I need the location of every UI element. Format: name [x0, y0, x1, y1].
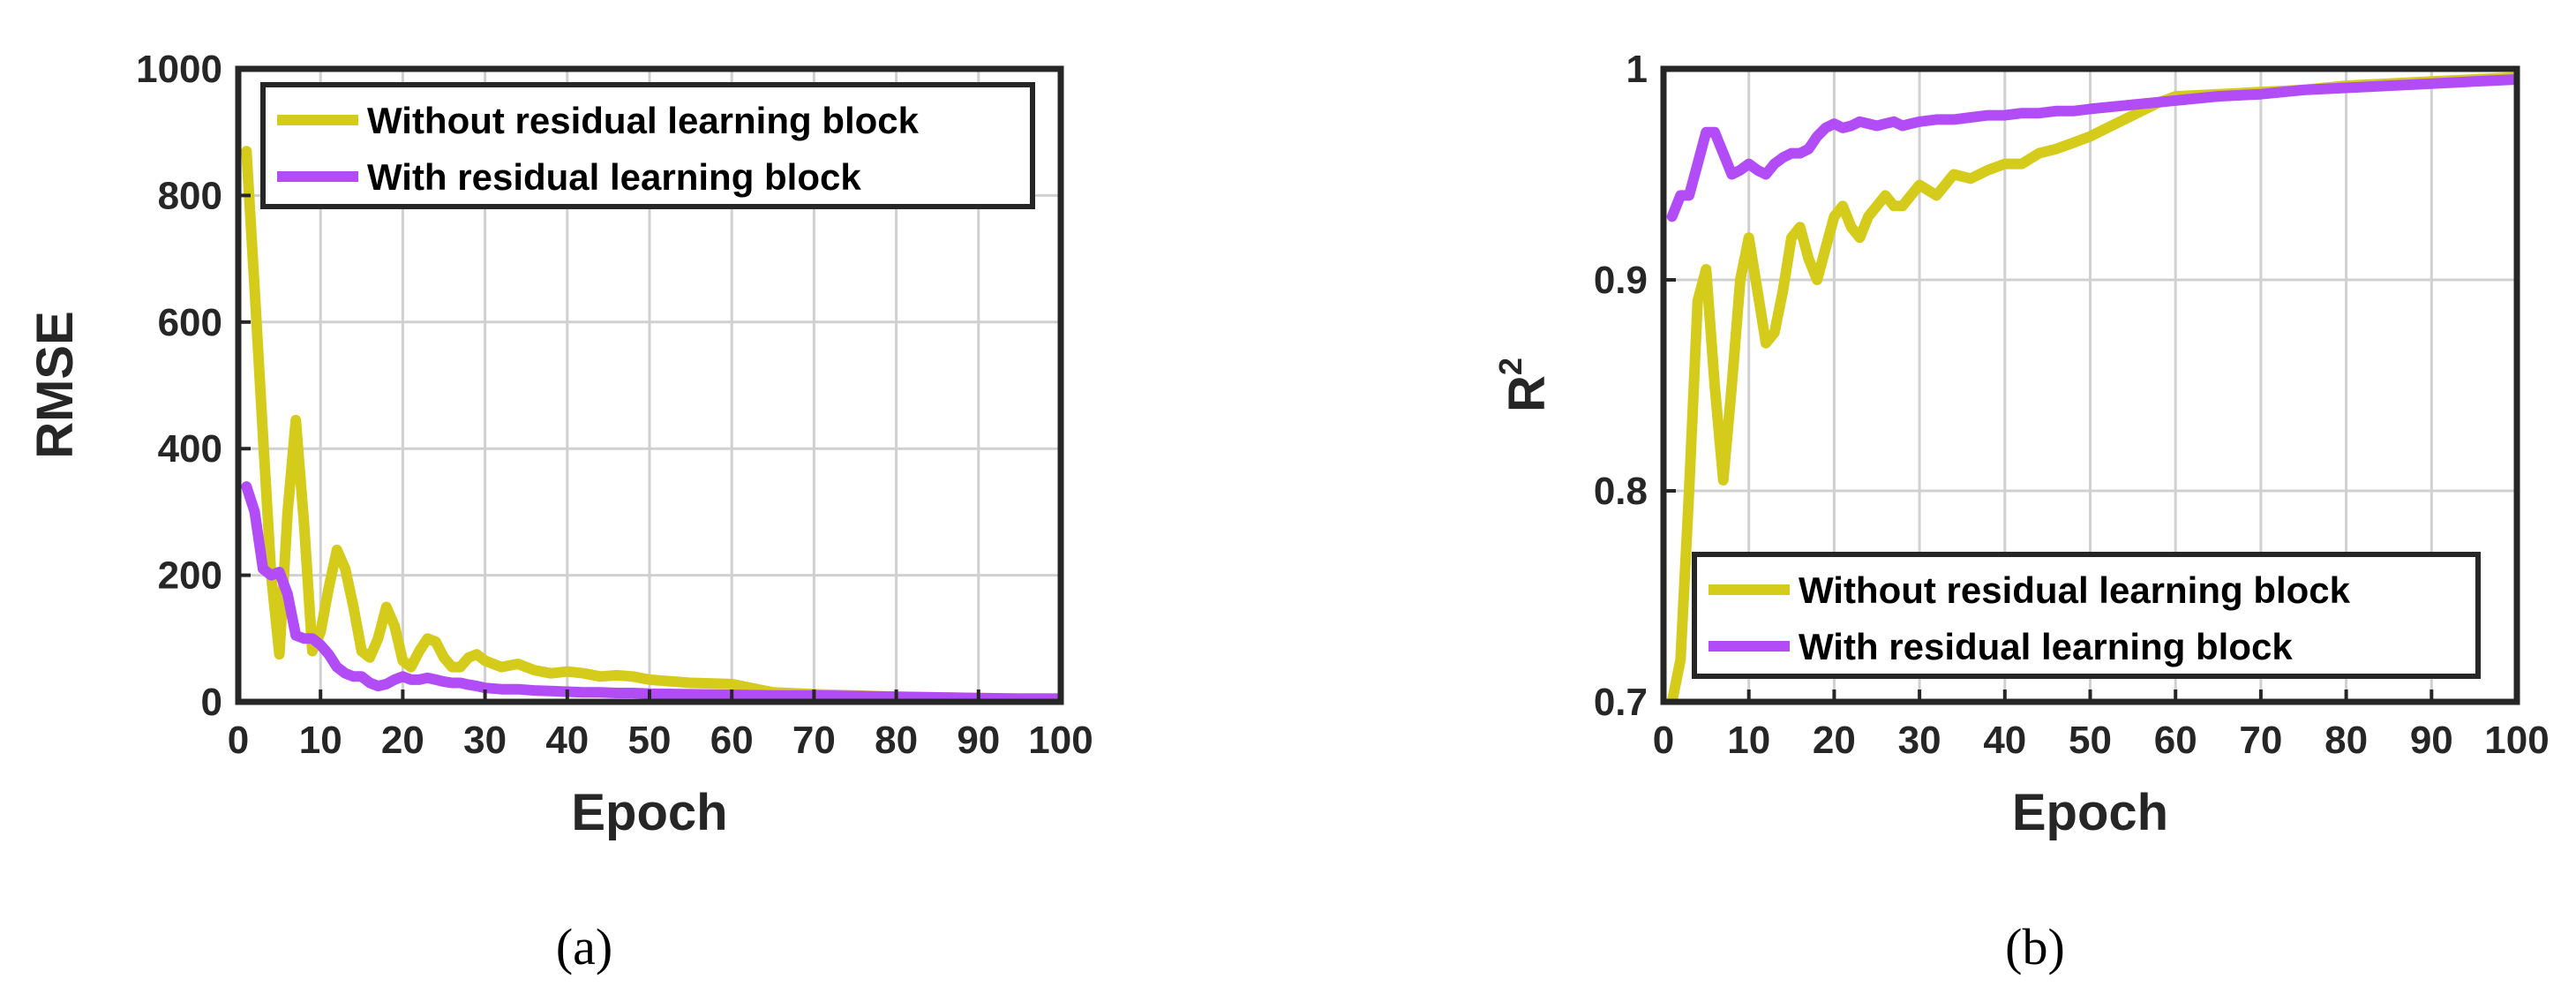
legend: Without residual learning block With resi… [260, 82, 1035, 209]
x-tick-label: 100 [2484, 719, 2549, 762]
x-tick-label: 30 [1898, 719, 1941, 762]
x-tick-label: 60 [710, 719, 754, 762]
legend-box [1692, 552, 2481, 679]
x-tick-label: 0 [228, 719, 249, 762]
y-tick-label: 800 [158, 174, 222, 217]
chart-b-r-squared: 0 10 20 30 40 50 60 70 80 90 100 0.7 0.8 0.9 1 Epoch R2 W… [1492, 48, 2550, 976]
x-tick-label: 40 [1983, 719, 2026, 762]
x-tick-label: 50 [628, 719, 672, 762]
series-line-with [241, 481, 1061, 702]
y-axis-label-superscript: 2 [1492, 358, 1528, 375]
y-tick-label: 400 [158, 427, 222, 471]
y-tick-label: 200 [158, 554, 222, 598]
x-axis-label: Epoch [571, 784, 727, 841]
x-tick-label: 60 [2154, 719, 2197, 762]
series-line-without [241, 146, 1061, 702]
legend-label: With residual learning block [367, 156, 861, 198]
x-tick-label: 10 [299, 719, 342, 762]
y-tick-label: 1000 [136, 48, 222, 91]
x-tick-label: 70 [792, 719, 836, 762]
x-tick-label: 20 [1813, 719, 1856, 762]
legend-label: Without residual learning block [367, 100, 920, 141]
subfigure-caption: (b) [2005, 918, 2065, 976]
x-tick-label: 20 [381, 719, 424, 762]
x-tick-label: 0 [1653, 719, 1674, 762]
x-axis-label: Epoch [2012, 784, 2168, 841]
y-tick-label: 0 [201, 681, 222, 724]
x-tick-label: 100 [1028, 719, 1093, 762]
legend-box [260, 82, 1035, 209]
x-tick-label: 80 [875, 719, 918, 762]
y-tick-label: 0.7 [1594, 681, 1648, 724]
y-axis-label: R2 [1492, 358, 1556, 412]
legend-label: With residual learning block [1799, 626, 2293, 667]
x-tick-label: 10 [1727, 719, 1770, 762]
legend-label: Without residual learning block [1799, 569, 2351, 611]
subfigure-caption: (a) [556, 918, 612, 976]
legend: Without residual learning block With resi… [1692, 552, 2481, 679]
x-tick-label: 50 [2069, 719, 2112, 762]
x-tick-label: 90 [2410, 719, 2453, 762]
series-line-with [1666, 74, 2517, 222]
x-tick-label: 90 [957, 719, 1000, 762]
y-axis-label: RMSE [26, 311, 84, 459]
y-tick-label: 0.9 [1594, 259, 1648, 302]
x-tick-label: 40 [545, 719, 589, 762]
y-tick-label: 600 [158, 301, 222, 344]
chart-a-rmse: 0 10 20 30 40 50 60 70 80 90 10002004006008001000E… [26, 48, 1093, 976]
x-tick-label: 80 [2324, 719, 2368, 762]
x-tick-label: 30 [463, 719, 507, 762]
x-tick-label: 70 [2239, 719, 2282, 762]
y-tick-label: 1 [1626, 48, 1648, 91]
y-tick-label: 0.8 [1594, 470, 1648, 513]
